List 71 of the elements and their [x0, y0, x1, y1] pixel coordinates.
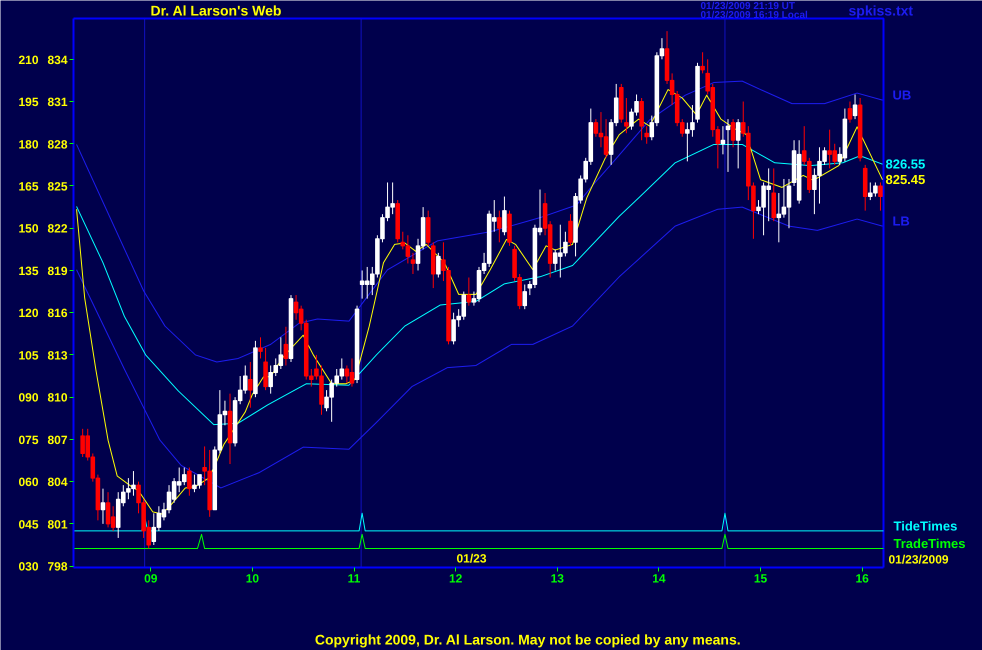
candlestick	[852, 94, 858, 120]
y-tick-label: 810	[47, 390, 68, 405]
candlestick	[187, 467, 192, 496]
y-tick-label: 801	[47, 517, 68, 532]
y-tick-label: 816	[47, 306, 68, 320]
x-tick-label: 16	[855, 572, 870, 586]
y2-tick-label: 120	[18, 306, 39, 320]
y2-tick-label: 135	[18, 264, 39, 278]
annotation: 825.45	[885, 172, 926, 188]
x-tick-label: 09	[144, 572, 158, 586]
annotation: 01/23	[456, 552, 487, 566]
y2-tick-label: 150	[18, 222, 39, 236]
candlestick	[284, 326, 288, 366]
y2-tick-label: 045	[18, 517, 39, 532]
line-series	[76, 144, 883, 426]
candlestick	[100, 488, 106, 524]
candlestick	[644, 126, 649, 144]
x-tick-label: 14	[652, 572, 666, 586]
y2-tick-label: 090	[18, 390, 39, 405]
candlestick	[568, 214, 573, 246]
x-tick-label: 12	[448, 572, 463, 586]
candlestick	[436, 252, 441, 278]
series-label: TideTimes	[894, 518, 958, 534]
y2-tick-label: 165	[18, 179, 39, 194]
candlestick	[730, 118, 736, 148]
series-label: LB	[892, 214, 910, 229]
candlestick	[410, 252, 416, 274]
text: 01/23/2009	[888, 552, 949, 567]
text: Copyright 2009, Dr. Al Larson. May not be copied by any means.	[314, 632, 741, 648]
candlestick	[248, 361, 253, 408]
candlestick	[848, 101, 852, 124]
y-tick-label: 822	[47, 222, 68, 236]
candlestick	[258, 336, 263, 359]
y2-tick-label: 210	[18, 52, 39, 67]
y-tick-label: 819	[47, 264, 68, 278]
y-tick-label: 828	[47, 137, 68, 152]
y-tick-label: 831	[47, 95, 68, 110]
y-tick-label: 834	[47, 52, 68, 67]
y-tick-label: 798	[47, 560, 68, 574]
y-tick-label: 804	[47, 475, 68, 490]
candlestick	[736, 118, 740, 169]
x-tick-label: 15	[754, 572, 768, 586]
x-tick-label: 10	[246, 572, 260, 586]
y-tick-label: 825	[47, 179, 68, 194]
x-tick-label: 11	[348, 572, 361, 586]
y2-tick-label: 030	[18, 560, 39, 574]
candlestick	[700, 52, 705, 74]
annotation: 826.55	[885, 156, 926, 172]
text: 01/23/2009 21:19 UT	[700, 0, 796, 12]
y2-tick-label: 060	[18, 475, 39, 490]
y2-tick-label: 195	[18, 95, 39, 110]
candlestick	[878, 182, 883, 212]
y-tick-label: 813	[47, 348, 68, 362]
series-label: TradeTimes	[894, 536, 966, 551]
line-series	[76, 80, 883, 362]
x-tick-label: 13	[550, 572, 564, 586]
series-label: UB	[892, 88, 912, 103]
chart-title: Dr. Al Larson's Web	[150, 2, 282, 18]
candlestick	[502, 196, 507, 236]
candlestick	[522, 284, 528, 310]
y2-tick-label: 105	[18, 348, 39, 362]
y2-tick-label: 075	[18, 432, 39, 447]
candlestick	[726, 118, 730, 172]
annotation: spkiss.txt	[848, 2, 914, 18]
candlestick	[624, 98, 629, 134]
y-tick-label: 807	[47, 432, 68, 447]
line-series	[76, 206, 883, 488]
candlestick	[497, 210, 502, 243]
y2-tick-label: 180	[18, 137, 39, 152]
candlestick	[720, 126, 726, 155]
candlestick	[466, 277, 472, 306]
